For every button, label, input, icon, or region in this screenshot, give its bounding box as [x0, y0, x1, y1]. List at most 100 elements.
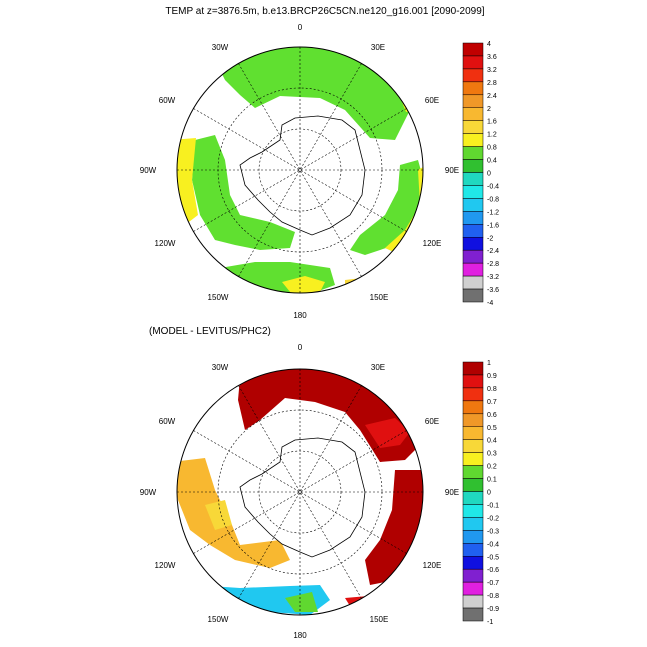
- colorbar-tick-label: -3.6: [487, 287, 499, 294]
- model-longitude-labels: 0 30E 60E 90E 120E 150E 180 150W 120W 90…: [140, 23, 459, 320]
- colorbar-swatch: [462, 607, 484, 622]
- colorbar-swatch: [462, 452, 484, 466]
- colorbar-swatch: [462, 556, 484, 570]
- colorbar-swatch: [462, 55, 484, 70]
- colorbar-tick-label: 0.6: [487, 412, 497, 419]
- model-region-ross-warm: [345, 278, 372, 293]
- model-lon-60w: 60W: [159, 96, 176, 105]
- diff-region-east-pacific: [177, 458, 290, 568]
- colorbar-swatch: [462, 478, 484, 492]
- colorbar-tick-label: 0.3: [487, 451, 497, 458]
- colorbar-tick-label: -1.2: [487, 209, 499, 216]
- colorbar-tick-label: -0.8: [487, 593, 499, 600]
- difference-panel-title: (MODEL - LEVITUS/PHC2): [149, 326, 271, 337]
- model-lon-60e: 60E: [425, 96, 439, 105]
- colorbar-tick-label: -0.6: [487, 567, 499, 574]
- diff-lon-90e: 90E: [445, 488, 459, 497]
- colorbar-swatch: [462, 172, 484, 186]
- diff-region-indian: [365, 470, 423, 585]
- colorbar-tick-label: -0.1: [487, 502, 499, 509]
- model-lon-0: 0: [298, 23, 303, 32]
- diff-region-east-pacific-yellow: [205, 500, 232, 530]
- colorbar-swatch: [462, 185, 484, 199]
- colorbar-swatch: [462, 439, 484, 453]
- diff-graticule: [177, 369, 423, 615]
- diff-lon-180: 180: [293, 631, 307, 640]
- colorbar-swatch: [462, 146, 484, 160]
- colorbar-tick-label: -0.4: [487, 183, 499, 190]
- colorbar-tick-label: 0.8: [487, 386, 497, 393]
- colorbar-swatch: [462, 413, 484, 427]
- model-colorbar: 4 3.6 3.2 2.8 2.4 2 1.6 1.2 0.8 0.4 0 -0.4 -0.8 -1.2 -…: [462, 41, 499, 307]
- colorbar-swatch: [462, 133, 484, 147]
- model-lon-120w: 120W: [155, 239, 176, 248]
- model-region-pacific-west: [192, 135, 295, 250]
- colorbar-swatch: [462, 581, 484, 596]
- colorbar-swatch: [462, 387, 484, 402]
- model-map-boundary: [176, 46, 424, 294]
- model-lon-90w: 90W: [140, 166, 157, 175]
- colorbar-swatch: [462, 120, 484, 134]
- diff-lon-30e: 30E: [371, 363, 385, 372]
- colorbar-swatch: [462, 594, 484, 609]
- model-region-west-warm: [177, 138, 198, 225]
- colorbar-tick-label: 1.2: [487, 132, 497, 139]
- colorbar-tick-label: -2: [487, 235, 493, 242]
- colorbar-tick-label: 3.6: [487, 54, 497, 61]
- diff-lon-0: 0: [298, 343, 303, 352]
- diff-region-ross-green: [285, 592, 318, 612]
- colorbar-swatch: [462, 262, 484, 277]
- model-region-indian: [350, 160, 423, 255]
- colorbar-tick-label: -1.6: [487, 222, 499, 229]
- diff-longitude-labels: 0 30E 60E 90E 120E 150E 180 150W 120W 90…: [140, 343, 459, 640]
- diff-lon-150w: 150W: [208, 615, 229, 624]
- diff-lon-60e: 60E: [425, 417, 439, 426]
- colorbar-tick-label: -1: [487, 619, 493, 626]
- diff-map-boundary: [176, 368, 424, 616]
- colorbar-tick-label: -3.2: [487, 274, 499, 281]
- model-lon-30e: 30E: [371, 43, 385, 52]
- colorbar-swatch: [462, 81, 484, 96]
- difference-map-panel: 0 30E 60E 90E 120E 150E 180 150W 120W 90…: [140, 343, 459, 640]
- colorbar-swatch: [462, 530, 484, 544]
- colorbar-swatch: [462, 107, 484, 121]
- diff-lon-30w: 30W: [212, 363, 229, 372]
- colorbar-tick-label: 0: [487, 171, 491, 178]
- model-map-panel: 0 30E 60E 90E 120E 150E 180 150W 120W 90…: [140, 23, 459, 320]
- difference-colorbar: 1 0.9 0.8 0.7 0.6 0.5 0.4 0.3 0.2 0.1 0 -0.1 -0.2 -0.…: [462, 360, 499, 626]
- model-lon-90e: 90E: [445, 166, 459, 175]
- colorbar-tick-label: -0.9: [487, 606, 499, 613]
- colorbar-tick-label: -0.8: [487, 196, 499, 203]
- colorbar-swatch: [462, 374, 484, 389]
- colorbar-tick-label: -0.5: [487, 554, 499, 561]
- colorbar-tick-label: -4: [487, 300, 493, 307]
- figure-title: TEMP at z=3876.5m, b.e13.BRCP26C5CN.ne12…: [165, 6, 484, 17]
- colorbar-swatch: [462, 517, 484, 531]
- diff-antarctica-outline: [239, 437, 366, 558]
- model-graticule: [177, 47, 423, 293]
- model-lon-150e: 150E: [370, 293, 389, 302]
- colorbar-swatch: [462, 275, 484, 290]
- colorbar-tick-label: 0.4: [487, 438, 497, 445]
- colorbar-swatch: [462, 543, 484, 557]
- colorbar-tick-label: 0.4: [487, 158, 497, 165]
- model-lon-180: 180: [293, 311, 307, 320]
- colorbar-tick-label: 0.7: [487, 399, 497, 406]
- model-lon-30w: 30W: [212, 43, 229, 52]
- colorbar-tick-label: 2.4: [487, 93, 497, 100]
- diff-region-kerguelen: [365, 418, 410, 448]
- colorbar-tick-label: 3.2: [487, 67, 497, 74]
- colorbar-swatch: [462, 426, 484, 440]
- colorbar-tick-label: 1.6: [487, 119, 497, 126]
- diff-lon-90w: 90W: [140, 488, 157, 497]
- colorbar-tick-label: 4: [487, 41, 491, 48]
- colorbar-swatch: [462, 400, 484, 415]
- colorbar-swatch: [462, 249, 484, 264]
- colorbar-swatch: [462, 94, 484, 109]
- colorbar-swatch: [462, 568, 484, 583]
- diff-lon-150e: 150E: [370, 615, 389, 624]
- colorbar-tick-label: 0.1: [487, 477, 497, 484]
- colorbar-swatch: [462, 237, 484, 251]
- model-lon-120e: 120E: [423, 239, 442, 248]
